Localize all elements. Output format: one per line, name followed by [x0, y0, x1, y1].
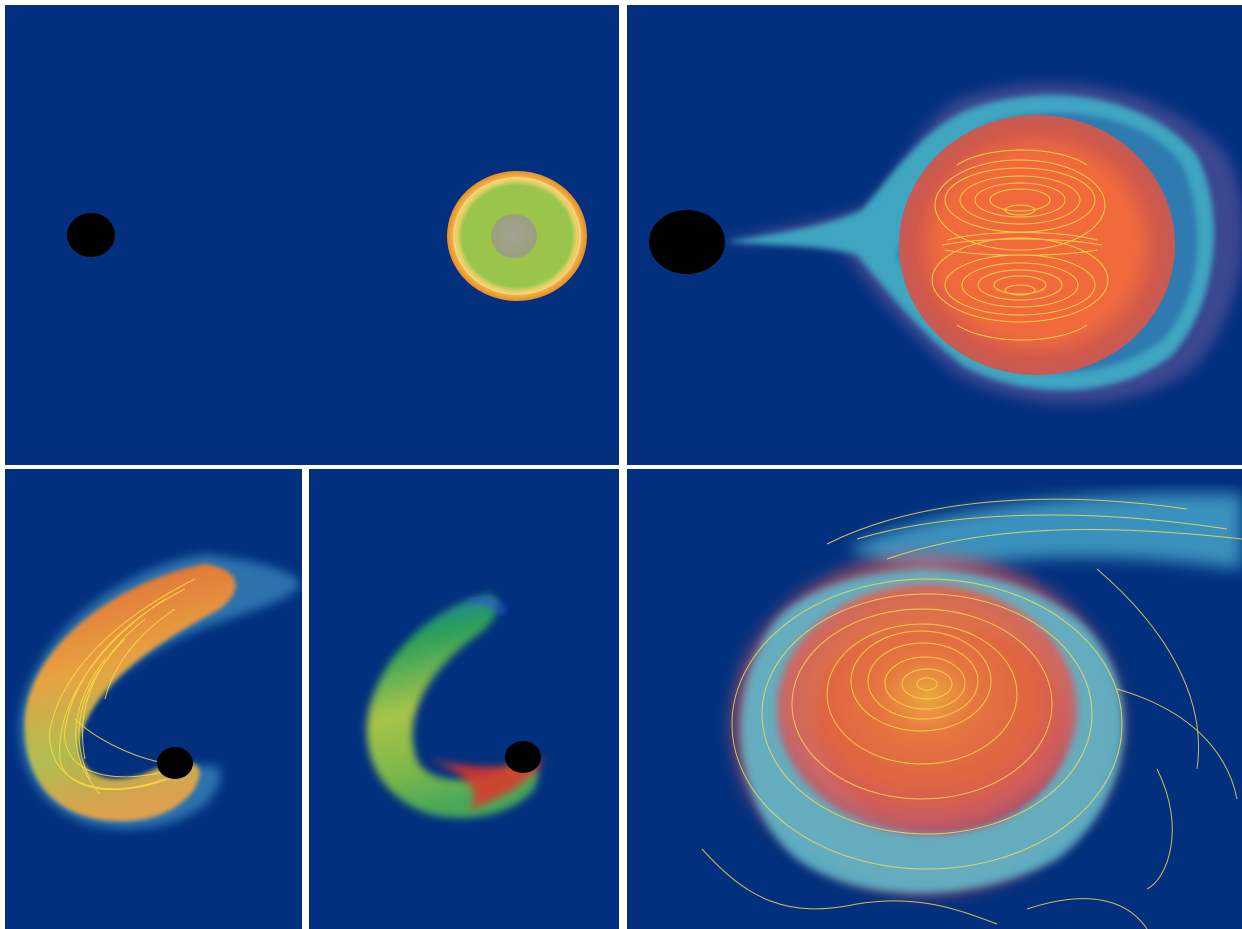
black-hole: [67, 213, 115, 257]
black-hole: [157, 747, 193, 779]
crescent-debris: [24, 564, 236, 822]
panel-accretion-disk: [627, 469, 1242, 929]
neutron-star-core: [491, 214, 537, 258]
panel-tidal-stretching-canvas: [649, 83, 1242, 404]
black-hole: [505, 741, 541, 773]
panel-disruption-tail-alt: [309, 469, 619, 929]
neutron-star: [447, 171, 587, 301]
hot-streak: [429, 759, 544, 809]
panel-disruption-tail: [5, 469, 302, 929]
black-hole: [649, 210, 725, 274]
panel-initial-approach-canvas: [67, 171, 587, 301]
panel-tidal-stretching: [627, 5, 1242, 465]
neutron-star: [899, 115, 1175, 375]
panel-disruption-tail-canvas: [19, 554, 301, 829]
field-lines: [49, 578, 196, 795]
field-lines: [931, 149, 1109, 341]
panel-accretion-disk-canvas: [701, 493, 1242, 929]
panel-disruption-tail-alt-canvas: [366, 594, 544, 818]
crescent-debris: [366, 594, 538, 818]
field-lines: [701, 498, 1242, 929]
panel-initial-approach: [5, 5, 619, 465]
